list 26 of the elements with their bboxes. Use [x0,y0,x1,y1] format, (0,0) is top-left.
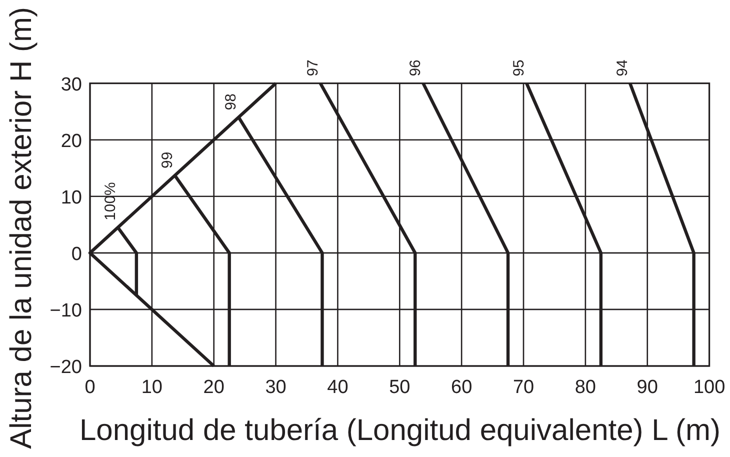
x-tick-label: 90 [636,377,658,398]
y-tick-label: 30 [60,74,82,96]
x-tick-label: 100 [693,377,726,398]
text: 97 [304,60,322,76]
y-tick-label: 10 [60,187,82,208]
text: 99 [158,152,176,168]
text: 98 [222,94,240,110]
x-tick-label: 70 [512,377,534,398]
y-tick-label: −10 [50,300,82,322]
x-tick-label: 40 [327,377,348,398]
y-axis-title: Altura de la unidad exterior H (m) [5,7,38,449]
text: 96 [407,60,424,76]
x-tick-label: 60 [451,377,472,398]
y-tick-label: −20 [50,357,82,378]
x-tick-label: 80 [574,377,596,398]
x-tick-label: 50 [389,377,410,398]
text: 100% [102,182,119,220]
text: 95 [510,60,528,76]
x-tick-label: 20 [203,377,224,398]
y-tick-label: 20 [60,130,82,152]
x-tick-label: 10 [141,377,162,398]
x-tick-label: 0 [84,377,96,398]
text: 94 [614,60,632,76]
x-axis-title: Longitud de tubería (Longitud equivalente) L (m) [80,414,720,447]
y-tick-label: 0 [71,244,82,265]
x-tick-label: 30 [265,377,286,398]
